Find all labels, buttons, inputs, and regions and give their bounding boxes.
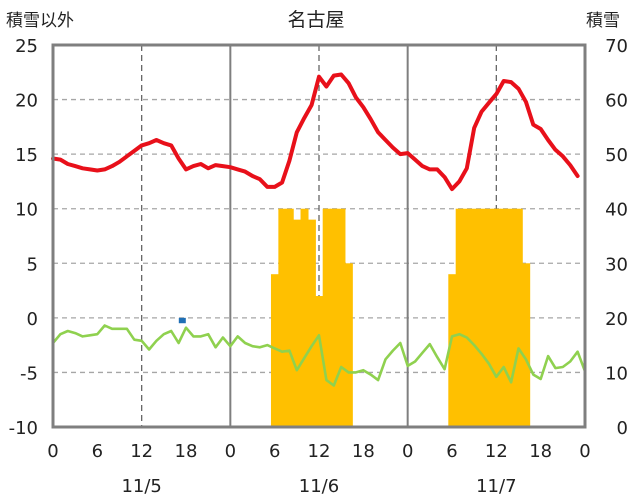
- date-label: 11/5: [121, 476, 161, 497]
- date-labels: 11/5 11/6 11/7: [121, 476, 516, 497]
- right-tick-label: 30: [605, 254, 628, 275]
- snow-bar-15: [477, 208, 486, 427]
- snow-bar-17: [492, 208, 501, 427]
- x-tick-label: 0: [225, 441, 236, 462]
- snow-bar-4: [300, 208, 309, 427]
- x-tick-labels: 0 6 12 18 0 6 12 18 0 6 12 18 0: [47, 441, 590, 462]
- snow-bar-13: [463, 208, 472, 427]
- left-tick-label: -10: [9, 418, 38, 439]
- right-axis-title: 積雪: [586, 11, 620, 31]
- snow-bar-16: [485, 208, 494, 427]
- temperature-line: [51, 72, 580, 192]
- x-tick-label: 18: [352, 441, 375, 462]
- snow-bar-1: [278, 208, 287, 427]
- right-tick-label: 50: [605, 145, 628, 166]
- series-lines: [51, 72, 587, 387]
- right-tick-label: 20: [605, 309, 628, 330]
- left-tick-label: 5: [27, 254, 38, 275]
- snow-bar-14: [470, 208, 479, 427]
- x-tick-label: 0: [402, 441, 413, 462]
- marker-bar-0: [178, 317, 186, 324]
- date-label: 11/7: [476, 476, 516, 497]
- snow-bar-10: [344, 263, 353, 427]
- snow-bar-19: [507, 208, 516, 427]
- right-tick-label: 10: [605, 363, 628, 384]
- right-tick-label: 0: [617, 418, 628, 439]
- x-tick-label: 6: [269, 441, 280, 462]
- x-tick-label: 6: [446, 441, 457, 462]
- x-tick-label: 12: [308, 441, 331, 462]
- left-axis-title: 積雪以外: [6, 11, 74, 31]
- snow-bar-18: [500, 208, 509, 427]
- plot-frame: [51, 43, 587, 429]
- left-tick-labels: 25 20 15 10 5 0 -5 -10: [9, 36, 38, 439]
- snow-bars: [178, 208, 531, 427]
- snow-bar-21: [522, 263, 531, 427]
- snow-bar-20: [514, 208, 523, 427]
- left-tick-label: 10: [15, 200, 38, 221]
- x-tick-label: 0: [579, 441, 590, 462]
- x-tick-label: 0: [47, 441, 58, 462]
- snow-bar-11: [448, 274, 457, 427]
- right-tick-label: 60: [605, 91, 628, 112]
- left-tick-label: -5: [20, 363, 38, 384]
- dewpoint-line: [51, 324, 587, 387]
- x-tick-label: 18: [175, 441, 198, 462]
- left-tick-label: 0: [27, 309, 38, 330]
- snow-bar-7: [322, 208, 331, 427]
- left-tick-label: 20: [15, 91, 38, 112]
- date-label: 11/6: [299, 476, 339, 497]
- right-tick-label: 40: [605, 200, 628, 221]
- snow-bar-2: [285, 208, 294, 427]
- left-tick-label: 15: [15, 145, 38, 166]
- snow-bar-8: [330, 208, 339, 427]
- snow-bar-9: [337, 208, 346, 427]
- snow-bar-0: [270, 274, 279, 427]
- right-tick-label: 70: [605, 36, 628, 57]
- right-tick-labels: 70 60 50 40 30 20 10 0: [605, 36, 628, 439]
- x-tick-label: 12: [130, 441, 153, 462]
- x-tick-label: 12: [485, 441, 508, 462]
- left-tick-label: 25: [15, 36, 38, 57]
- chart-title: 名古屋: [287, 9, 344, 31]
- snow-bar-3: [293, 219, 302, 427]
- x-tick-label: 6: [92, 441, 103, 462]
- snow-bar-12: [455, 208, 464, 427]
- x-tick-label: 18: [529, 441, 552, 462]
- snow-bar-6: [315, 296, 324, 427]
- snow-bar-5: [307, 219, 316, 427]
